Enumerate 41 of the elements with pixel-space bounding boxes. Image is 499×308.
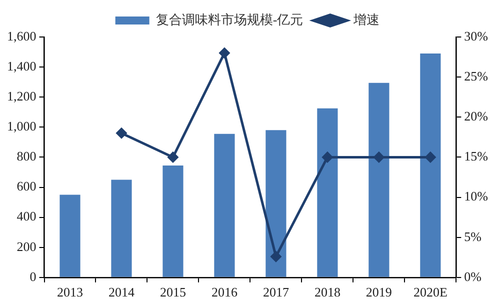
x-tick-label: 2019 bbox=[366, 284, 392, 300]
x-tick-label: 2015 bbox=[160, 284, 186, 300]
legend-label: 增速 bbox=[352, 12, 380, 27]
y-tick-label: 1,200 bbox=[7, 88, 36, 104]
y2-tick-label: 20% bbox=[464, 108, 488, 124]
point bbox=[116, 128, 127, 138]
x-tick-label: 2014 bbox=[108, 284, 135, 300]
bar bbox=[266, 130, 286, 277]
point bbox=[374, 152, 384, 162]
bar bbox=[317, 108, 338, 277]
legend-label: 复合调味料市场规模-亿元 bbox=[156, 12, 304, 27]
y-tick-label: 1,600 bbox=[7, 28, 36, 44]
x-tick-label: 2016 bbox=[211, 284, 238, 300]
point bbox=[219, 48, 230, 58]
y-tick-label: 1,400 bbox=[7, 58, 36, 74]
y2-tick-label: 0% bbox=[464, 268, 482, 284]
y2-tick-label: 15% bbox=[464, 148, 488, 164]
point bbox=[168, 152, 178, 162]
y2-tick-label: 10% bbox=[464, 188, 488, 204]
y-tick-label: 800 bbox=[16, 148, 36, 164]
bar bbox=[420, 54, 441, 277]
y-tick-label: 0 bbox=[30, 268, 36, 284]
point bbox=[322, 152, 333, 162]
x-tick-label: 2018 bbox=[314, 284, 340, 300]
y-tick-label: 200 bbox=[16, 238, 36, 254]
x-tick-label: 2013 bbox=[56, 284, 83, 300]
y2-tick-label: 5% bbox=[464, 228, 482, 244]
bar bbox=[162, 165, 184, 277]
point bbox=[270, 251, 282, 262]
y-tick-label: 600 bbox=[16, 178, 36, 194]
bar bbox=[111, 180, 132, 277]
x-tick-label: 2020E bbox=[413, 284, 448, 300]
bar bbox=[60, 194, 80, 277]
x-tick-label: 2017 bbox=[262, 284, 290, 300]
bar bbox=[368, 82, 390, 277]
y2-tick-label: 25% bbox=[464, 68, 488, 84]
point bbox=[425, 152, 436, 162]
y2-tick-label: 30% bbox=[464, 28, 488, 44]
y-tick-label: 1,000 bbox=[7, 118, 36, 134]
bar bbox=[214, 134, 235, 277]
y-tick-label: 400 bbox=[16, 208, 36, 224]
